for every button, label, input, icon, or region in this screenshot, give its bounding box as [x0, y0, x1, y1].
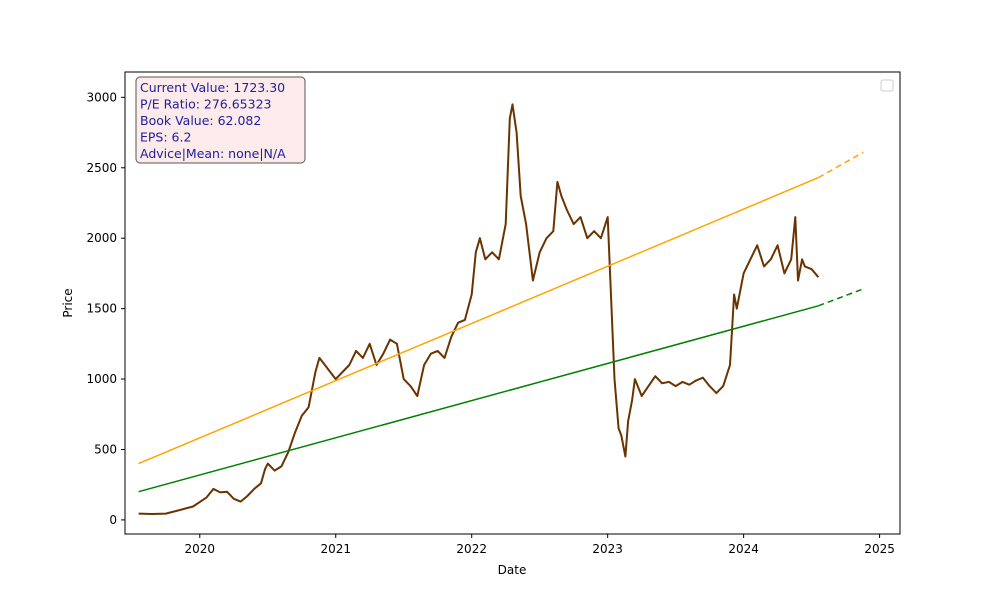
info-pe-ratio: P/E Ratio: 276.65323 [140, 97, 272, 112]
plot-frame [124, 71, 901, 535]
series-line-lower-trend [138, 305, 819, 493]
y-tick-label: 2500 [86, 161, 117, 175]
x-tick-label: 2021 [320, 542, 351, 556]
info-current-value: Current Value: 1723.30 [140, 80, 285, 95]
y-tick-label: 2000 [86, 231, 117, 245]
series-line-upper-trend-projection [818, 151, 864, 179]
legend-box [880, 79, 894, 92]
x-axis-label: Date [498, 563, 527, 577]
plot-area [138, 103, 864, 515]
info-eps: EPS: 6.2 [140, 130, 191, 145]
y-tick-label: 500 [94, 442, 117, 456]
x-tick-label: 2024 [728, 542, 759, 556]
series-line-price [138, 103, 820, 515]
x-tick-label: 2025 [864, 542, 895, 556]
info-book-value: Book Value: 62.082 [140, 113, 261, 128]
y-tick-label: 3000 [86, 90, 117, 104]
x-tick-label: 2022 [456, 542, 487, 556]
series-line-lower-trend-projection [818, 288, 864, 307]
x-tick-label: 2020 [185, 542, 216, 556]
y-axis-label: Price [61, 288, 75, 317]
info-advice-mean: Advice|Mean: none|N/A [140, 146, 286, 161]
y-tick-label: 1000 [86, 372, 117, 386]
axis-ticks: 2020 2021 2022 2023 2024 2025 0 500 1000 1500 2000… [86, 90, 894, 556]
series-line-upper-trend [138, 176, 819, 465]
info-box-background [135, 76, 306, 164]
x-tick-label: 2023 [592, 542, 623, 556]
info-box: Current Value: 1723.30 P/E Ratio: 276.65… [135, 76, 306, 164]
y-tick-label: 1500 [86, 302, 117, 316]
y-tick-label: 0 [109, 513, 117, 527]
